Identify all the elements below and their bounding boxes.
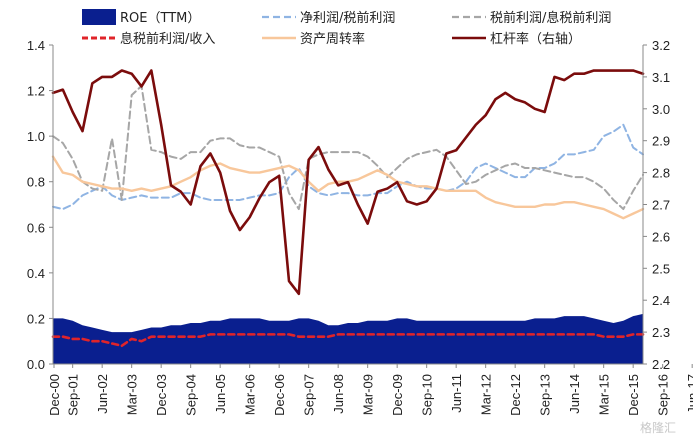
x-tick-label: Sep-16: [656, 374, 671, 416]
x-tick-label: Mar-06: [243, 374, 258, 415]
x-tick-label: Jun-02: [95, 374, 110, 414]
y-left-tick-label: 1.4: [27, 38, 45, 53]
x-tick-label: Sep-10: [420, 374, 435, 416]
x-tick-label: Jun-17: [685, 374, 693, 414]
y-right-tick-label: 2.8: [652, 166, 670, 181]
axes: 0.0 0.2 0.4 0.6 0.8 1.0 1.2 1.4 2.2 2.3 2.4 2.5 2.6 2…: [27, 38, 693, 416]
x-tick-label: Mar-12: [479, 374, 494, 415]
y-left-tick-label: 0.2: [27, 311, 45, 326]
x-tick-label: Mar-03: [125, 374, 140, 415]
y-right-tick-label: 2.9: [652, 134, 670, 149]
legend-label-5: 杠杆率（右轴）: [490, 31, 581, 47]
series-1-line: [52, 123, 644, 211]
x-tick-label: Jun-05: [213, 374, 228, 414]
series-4-line: [51, 155, 645, 220]
y-right-tick-label: 3.1: [652, 70, 670, 85]
legend-label-2: 税前利润/息税前利润: [490, 10, 611, 26]
x-tick-label: Sep-01: [66, 374, 81, 416]
legend-item-3: 息税前利润/收入: [82, 31, 215, 47]
legend-item-2: 税前利润/息税前利润: [452, 10, 611, 26]
y-right-tick-label: 2.2: [652, 357, 670, 372]
y-right-tick-label: 2.3: [652, 325, 670, 340]
x-tick-label: Jun-14: [567, 374, 582, 414]
legend-item-5: 杠杆率（右轴）: [452, 31, 581, 47]
x-tick-label: Mar-09: [361, 374, 376, 415]
y-right-tick-label: 2.7: [652, 198, 670, 213]
series-0-area: [53, 313, 643, 364]
y-left-tick-label: 0.4: [27, 266, 45, 281]
legend-label-0: ROE（TTM）: [120, 11, 200, 26]
x-tick-label: Dec-09: [390, 374, 405, 416]
x-tick-label: Dec-15: [626, 374, 641, 416]
y-right-tick-label: 2.6: [652, 229, 670, 244]
y-right-tick-label: 2.5: [652, 261, 670, 276]
x-tick-label: Jun-08: [331, 374, 346, 414]
x-tick-label: Sep-04: [184, 374, 199, 416]
y-left-tick-label: 0.8: [27, 175, 45, 190]
y-left-tick-label: 1.0: [27, 129, 45, 144]
y-right-tick-label: 3.0: [652, 102, 670, 117]
x-tick-label: Mar-15: [597, 374, 612, 415]
legend-item-1: 净利润/税前利润: [262, 10, 395, 26]
x-tick-label: Dec-06: [272, 374, 287, 416]
plot-area: [51, 69, 645, 364]
legend-label-4: 资产周转率: [300, 31, 365, 47]
legend-label-3: 息税前利润/收入: [120, 31, 215, 47]
series-5-line: [51, 69, 645, 296]
legend-item-4: 资产周转率: [262, 31, 365, 47]
y-left-tick-label: 1.2: [27, 84, 45, 99]
y-right-tick-label: 3.2: [652, 38, 670, 53]
legend-swatch-0: [82, 9, 116, 25]
x-tick-label: Sep-13: [538, 374, 553, 416]
y-left-tick-label: 0.6: [27, 220, 45, 235]
x-tick-label: Dec-12: [508, 374, 523, 416]
series-3-line: [51, 333, 645, 348]
x-tick-label: Dec-00: [47, 374, 62, 416]
legend-item-0: ROE（TTM）: [82, 9, 200, 26]
x-tick-label: Dec-03: [154, 374, 169, 416]
x-tick-label: Jun-11: [449, 374, 464, 413]
legend-label-1: 净利润/税前利润: [300, 10, 395, 26]
x-tick-label: Sep-07: [302, 374, 317, 416]
series-2-line: [52, 85, 644, 211]
watermark: 格隆汇: [640, 420, 676, 435]
y-left-tick-label: 0.0: [27, 357, 45, 372]
y-right-tick-label: 2.4: [652, 293, 670, 308]
